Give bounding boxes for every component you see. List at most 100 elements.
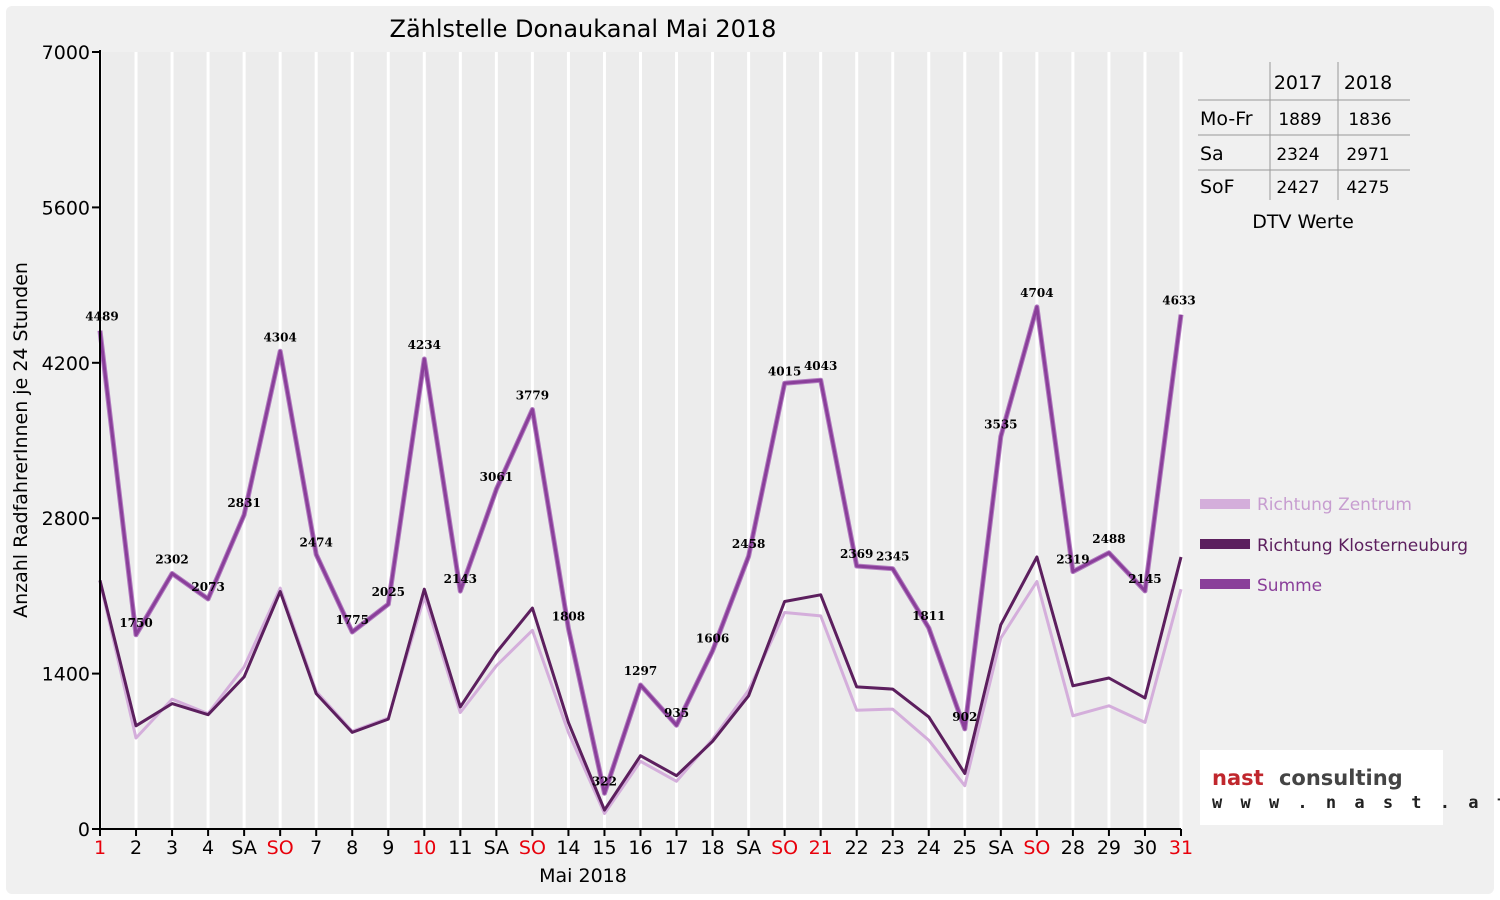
x-tick-label: 22 xyxy=(845,837,869,859)
y-tick-label: 1400 xyxy=(42,664,90,686)
data-label: 1811 xyxy=(912,609,945,623)
data-label: 2302 xyxy=(155,552,188,566)
data-label: 1808 xyxy=(552,609,585,623)
data-label: 4234 xyxy=(408,338,441,352)
y-tick-label: 7000 xyxy=(42,42,90,64)
x-tick-label: 16 xyxy=(628,837,652,859)
table-cell: 2427 xyxy=(1276,178,1319,198)
data-label: 1606 xyxy=(696,632,729,646)
x-tick-label: 31 xyxy=(1169,837,1193,859)
x-tick-label: SO xyxy=(519,837,546,859)
x-tick-label: 21 xyxy=(809,837,833,859)
data-label: 1297 xyxy=(624,664,657,678)
series-line-richtung-zentrum xyxy=(98,580,1183,815)
x-tick-label: 8 xyxy=(346,837,358,859)
table-cell: 1836 xyxy=(1348,110,1391,130)
data-label: 4304 xyxy=(263,330,296,344)
x-tick-label: 24 xyxy=(917,837,941,859)
series-line-richtung-klosterneuburg xyxy=(98,555,1183,812)
data-label: 2474 xyxy=(299,535,332,549)
x-tick-label: 4 xyxy=(202,837,214,859)
x-tick-label: 11 xyxy=(448,837,472,859)
y-tick-label: 4200 xyxy=(42,353,90,375)
x-tick-label: SO xyxy=(267,837,294,859)
data-label: 4015 xyxy=(768,364,801,378)
nast-consulting-logo: nast consulting w w w . n a s t . a t xyxy=(1200,750,1500,825)
x-tick-label: 9 xyxy=(382,837,394,859)
y-axis-label: Anzahl RadfahrerInnen je 24 Stunden xyxy=(10,262,32,618)
data-label: 2319 xyxy=(1056,553,1089,567)
x-tick-label: 10 xyxy=(412,837,436,859)
x-axis-label: Mai 2018 xyxy=(539,865,627,887)
table-row-label: Mo-Fr xyxy=(1200,108,1253,130)
data-label: 3061 xyxy=(480,470,513,484)
data-label: 2073 xyxy=(191,580,224,594)
legend-swatch-zentrum xyxy=(1200,499,1250,509)
data-label: 2458 xyxy=(732,537,765,551)
x-tick-label: 25 xyxy=(953,837,977,859)
x-tick-label: 23 xyxy=(881,837,905,859)
legend-swatch-summe xyxy=(1200,579,1250,589)
legend-swatch-klosterneuburg xyxy=(1200,539,1250,549)
logo-word-nast: nast xyxy=(1212,766,1264,790)
legend: Richtung Zentrum Richtung Klosterneuburg… xyxy=(1200,495,1468,596)
x-tick-label: 3 xyxy=(166,837,178,859)
data-label: 2488 xyxy=(1092,532,1125,546)
data-label: 902 xyxy=(952,710,977,724)
table-cell: 4275 xyxy=(1346,178,1389,198)
data-label: 3535 xyxy=(984,418,1017,432)
x-tick-label: 1 xyxy=(94,837,106,859)
x-tick-label: SO xyxy=(1023,837,1050,859)
x-tick-label: 14 xyxy=(556,837,580,859)
legend-label-klosterneuburg: Richtung Klosterneuburg xyxy=(1257,536,1468,556)
legend-label-summe: Summe xyxy=(1257,576,1322,596)
table-row-label: SoF xyxy=(1200,176,1235,198)
x-tick-label: 7 xyxy=(310,837,322,859)
x-tick-label: SA xyxy=(484,837,509,859)
data-label: 4043 xyxy=(804,359,837,373)
x-tick-label: SA xyxy=(736,837,761,859)
table-cell: 2971 xyxy=(1346,145,1389,165)
chart-title: Zählstelle Donaukanal Mai 2018 xyxy=(390,15,777,43)
x-tick-label: 15 xyxy=(592,837,616,859)
table-cell: 1889 xyxy=(1278,110,1321,130)
series-line-summe xyxy=(98,305,1183,795)
data-label: 2143 xyxy=(444,572,477,586)
table-caption: DTV Werte xyxy=(1252,211,1354,233)
y-tick-label: 2800 xyxy=(42,508,90,530)
x-tick-label: 2 xyxy=(130,837,142,859)
x-tick-label: SA xyxy=(988,837,1013,859)
logo-url: w w w . n a s t . a t xyxy=(1212,793,1500,813)
data-label: 4704 xyxy=(1020,286,1053,300)
logo-background xyxy=(1200,750,1443,825)
data-label: 935 xyxy=(664,706,689,720)
x-tick-label: 18 xyxy=(700,837,724,859)
series-lines xyxy=(97,304,1184,815)
y-tick-label: 0 xyxy=(78,819,90,841)
x-tick-label: 28 xyxy=(1061,837,1085,859)
data-label: 4489 xyxy=(85,310,118,324)
data-label: 4633 xyxy=(1162,294,1195,308)
x-tick-label: 30 xyxy=(1133,837,1157,859)
x-tick-label: 29 xyxy=(1097,837,1121,859)
table-header-2018: 2018 xyxy=(1344,72,1392,94)
table-cell: 2324 xyxy=(1276,145,1319,165)
x-tick-label: SA xyxy=(231,837,256,859)
table-header-2017: 2017 xyxy=(1274,72,1322,94)
data-label: 1750 xyxy=(119,616,152,630)
dtv-table: 2017 2018 Mo-Fr 1889 1836 Sa 2324 2971 S… xyxy=(1198,62,1410,233)
table-row-label: Sa xyxy=(1200,143,1224,165)
data-label: 3779 xyxy=(516,389,549,403)
logo-text: nast consulting xyxy=(1212,766,1403,790)
data-label: 2345 xyxy=(876,550,909,564)
data-label: 2145 xyxy=(1128,572,1161,586)
data-label: 322 xyxy=(592,774,617,788)
logo-word-consulting: consulting xyxy=(1279,766,1403,790)
x-tick-label: 17 xyxy=(664,837,688,859)
data-label: 2369 xyxy=(840,547,873,561)
legend-label-zentrum: Richtung Zentrum xyxy=(1257,495,1412,515)
data-label: 2831 xyxy=(227,496,260,510)
